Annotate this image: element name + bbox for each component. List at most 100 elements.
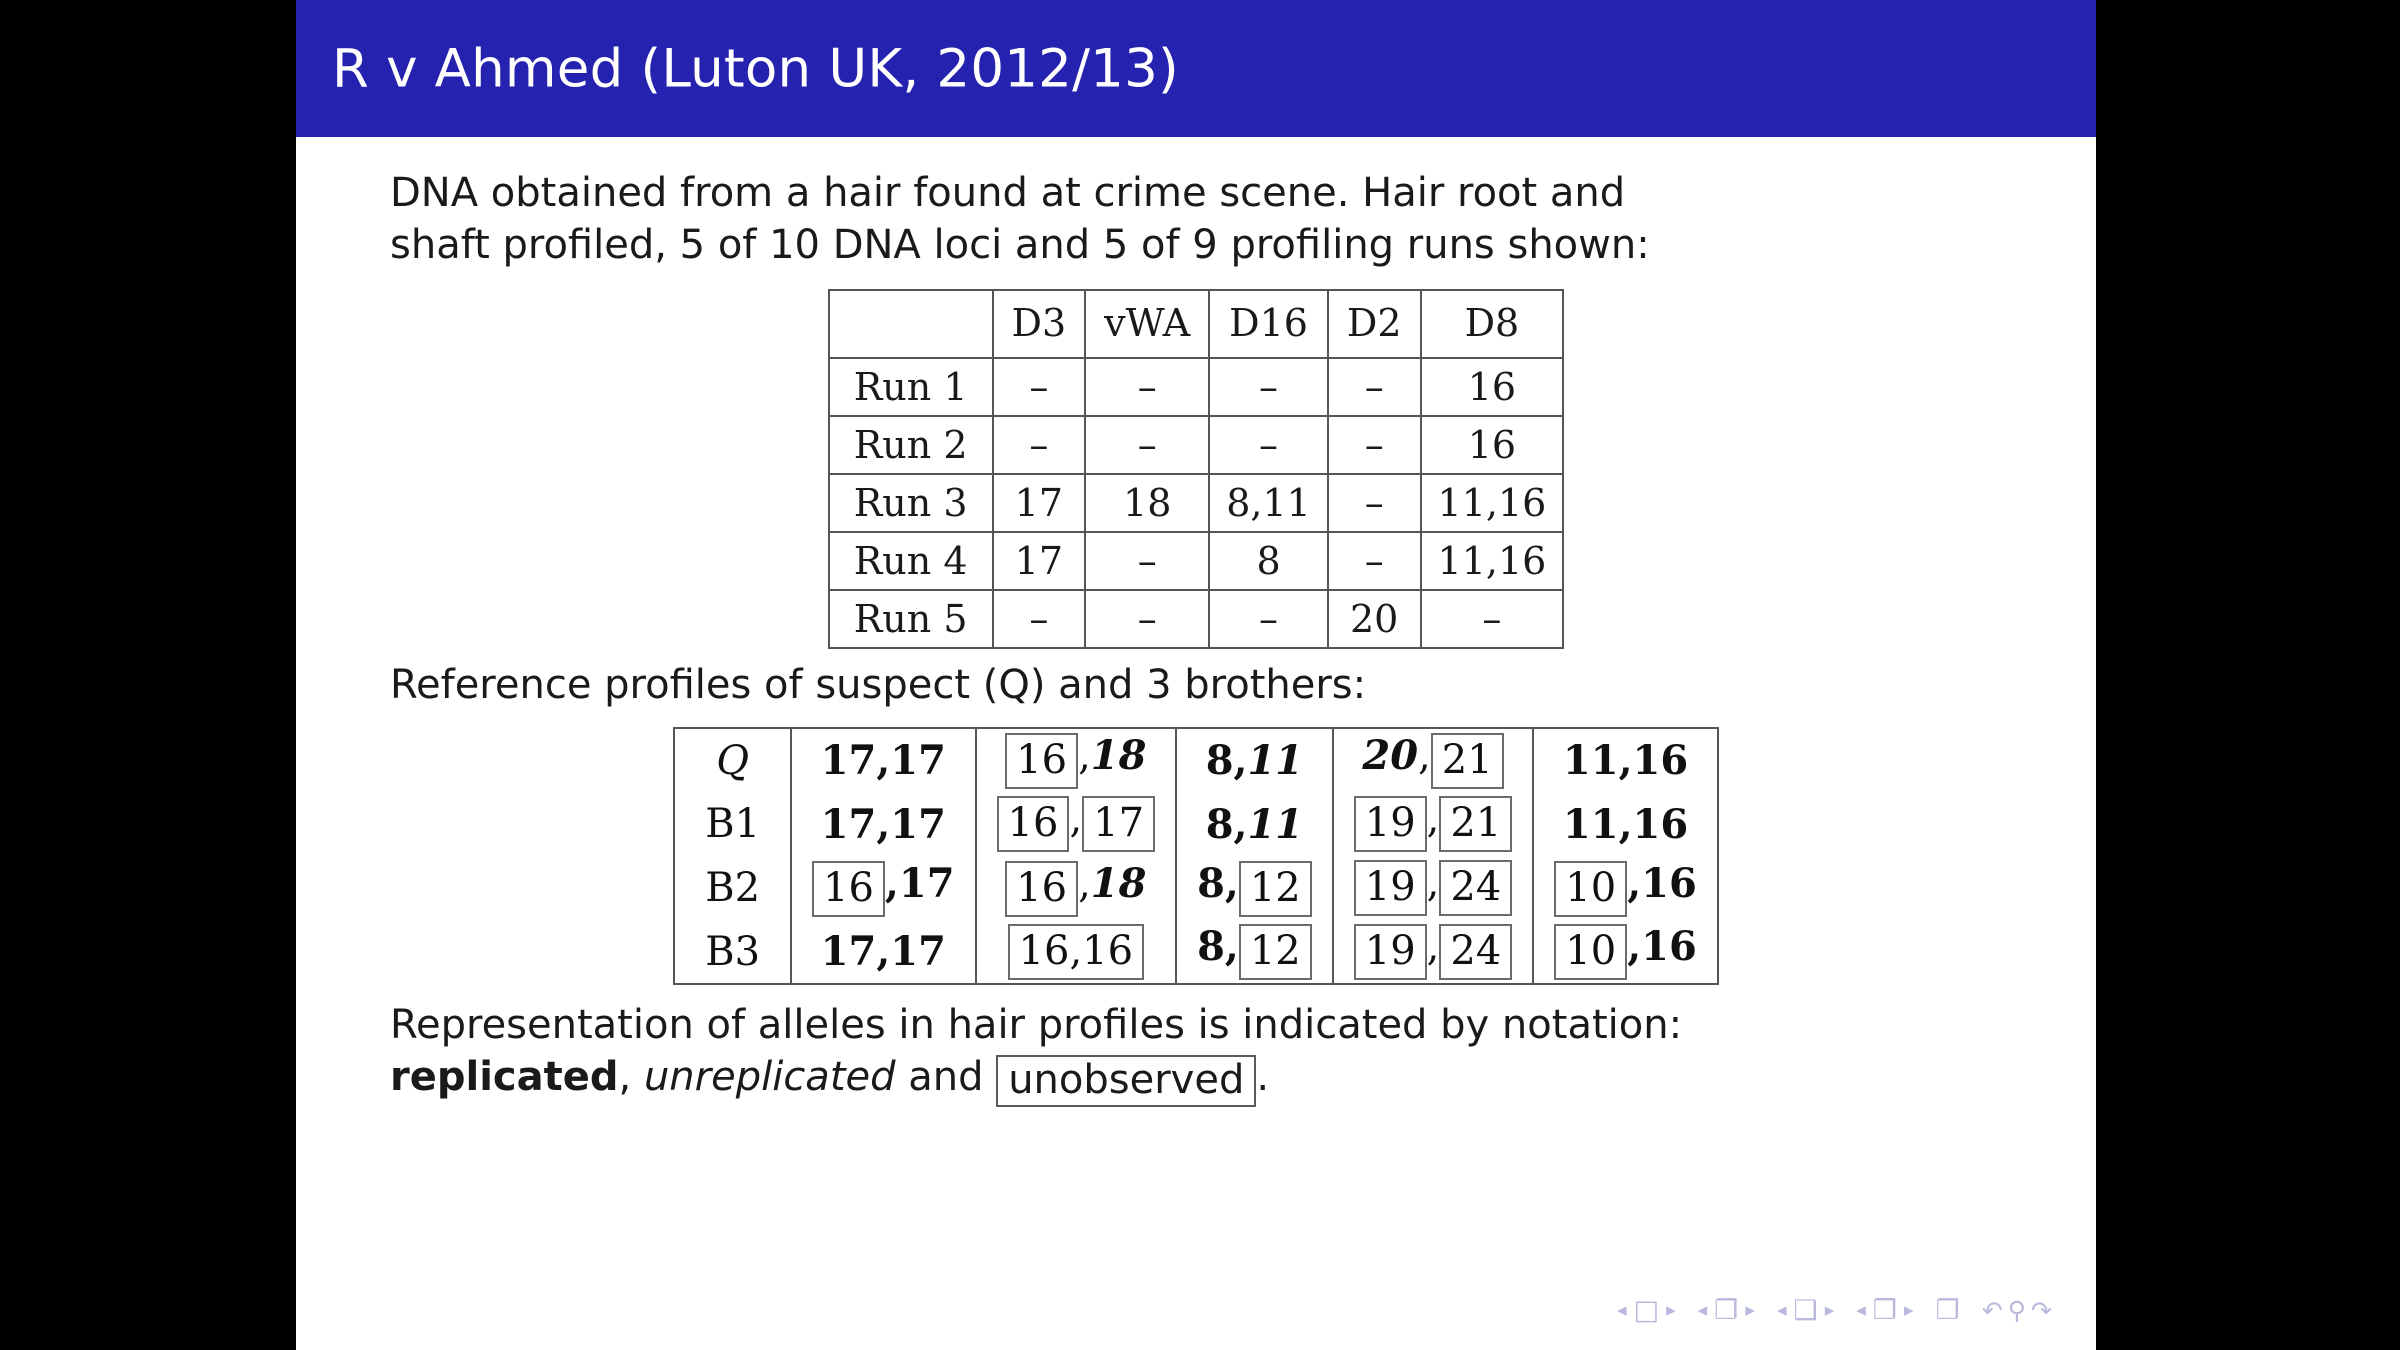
slide-nav[interactable]: ◂ □ ▸	[1617, 1297, 1676, 1324]
note-line-2: replicated, unreplicated and unobserved.	[390, 1051, 2032, 1107]
allele-b: 24	[1439, 923, 1513, 980]
intro-line-1: DNA obtained from a hair found at crime …	[390, 170, 1626, 216]
table-row: Run 2– – – –16	[827, 415, 1565, 475]
reference-locus-cell: 17,17	[790, 792, 977, 856]
legend-unobserved: unobserved	[996, 1055, 1257, 1107]
intro-paragraph: DNA obtained from a hair found at crime …	[296, 137, 2096, 271]
allele-separator: ,	[1418, 733, 1431, 779]
allele-a: 16	[1005, 733, 1079, 789]
allele-b: 17	[898, 859, 955, 907]
runs-cell: –	[1208, 415, 1329, 475]
chevron-right-icon[interactable]: ▸	[1824, 1299, 1835, 1321]
table-row: Run 4 17–8–11,16	[827, 531, 1565, 591]
reference-row-label: B3	[673, 920, 793, 985]
chevron-right-icon[interactable]: ▸	[1904, 1299, 1914, 1321]
allele-a: 8	[1197, 923, 1225, 970]
subsection-nav[interactable]: ◂ ❑ ▸	[1777, 1297, 1834, 1324]
allele-a: 19	[1353, 860, 1427, 916]
legend-unreplicated: unreplicated	[643, 1054, 896, 1100]
runs-cell: –	[1326, 531, 1422, 591]
reference-locus-cell: 19, 24	[1331, 920, 1535, 985]
reference-locus-cell: 16,18	[974, 727, 1178, 792]
reference-locus-cell: 17,17	[790, 727, 977, 792]
allele-pair: 16,16	[1007, 923, 1145, 980]
search-icon[interactable]: ⚲	[2007, 1296, 2027, 1325]
chevron-right-icon[interactable]: ▸	[1666, 1299, 1676, 1321]
runs-cell: 16	[1419, 357, 1565, 417]
allele-a: 17	[820, 800, 877, 848]
runs-cell: 8	[1208, 531, 1329, 591]
subsection-nav-icon[interactable]: ❑	[1793, 1295, 1818, 1326]
allele-separator: ,	[1627, 859, 1642, 907]
chevron-left-icon[interactable]: ◂	[1697, 1299, 1708, 1321]
runs-cell: –	[1326, 473, 1422, 533]
allele-a: 16	[812, 860, 885, 917]
chevron-left-icon[interactable]: ◂	[1856, 1299, 1866, 1321]
runs-cell: 16	[1419, 415, 1565, 475]
runs-cell: –	[991, 589, 1087, 649]
section-nav[interactable]: ◂ ❒ ▸	[1856, 1297, 1913, 1324]
allele-b: 21	[1439, 796, 1513, 852]
runs-cell: –	[1084, 415, 1211, 475]
runs-cell: 11,16	[1419, 531, 1565, 591]
runs-cell: 18	[1084, 473, 1211, 533]
allele-b: 17	[1082, 796, 1156, 852]
section-nav-icon[interactable]: ❒	[1872, 1295, 1898, 1326]
legend-replicated: replicated	[390, 1054, 619, 1100]
chevron-left-icon[interactable]: ◂	[1776, 1299, 1787, 1321]
allele-a: 17	[820, 928, 877, 975]
runs-column-header-d2: D2	[1326, 289, 1422, 359]
allele-separator: ,	[1233, 737, 1248, 784]
reference-locus-cell: 11,16	[1532, 727, 1719, 792]
chevron-right-icon[interactable]: ▸	[1745, 1299, 1755, 1321]
intro-line-2: shaft profiled, 5 of 10 DNA loci and 5 o…	[390, 222, 1650, 268]
beamer-navigation-bar[interactable]: ◂ □ ▸ ◂ ❐ ▸ ◂ ❑ ▸ ◂ ❒ ▸ ❐ ↶ ⚲ ↷	[1617, 1297, 2052, 1324]
runs-cell: 11,16	[1419, 473, 1565, 533]
allele-separator: ,	[1078, 733, 1091, 779]
legend-comma: ,	[618, 1054, 632, 1100]
allele-b: 12	[1238, 860, 1312, 917]
runs-table-body: Run 1– – – –16 Run 2– – – –16 Run 3 17 18 8,11–11,1…	[827, 357, 1565, 649]
runs-row-label: Run 5	[827, 589, 994, 649]
page-title: R v Ahmed (Luton UK, 2012/13)	[332, 38, 1179, 99]
runs-row-label: Run 3	[827, 473, 994, 533]
back-icon[interactable]: ↶	[1981, 1296, 2003, 1325]
runs-column-header-d16: D16	[1208, 289, 1329, 359]
reference-locus-cell: 11,16	[1532, 792, 1719, 856]
allele-b: 16	[1632, 800, 1689, 848]
allele-a: 8	[1197, 859, 1225, 907]
table-row: Run 1– – – –16	[827, 357, 1565, 417]
allele-a: 11	[1562, 737, 1619, 784]
frame-nav-icon[interactable]: ❐	[1714, 1295, 1739, 1326]
slide-nav-icon[interactable]: □	[1633, 1295, 1660, 1326]
runs-cell: –	[1084, 357, 1211, 417]
allele-b: 16	[1641, 859, 1697, 907]
document-nav-icon[interactable]: ❐	[1935, 1295, 1960, 1326]
presentation-slide: R v Ahmed (Luton UK, 2012/13) DNA obtain…	[296, 0, 2096, 1350]
reference-locus-cell: 20, 21	[1331, 727, 1535, 792]
legend-period: .	[1256, 1054, 1270, 1100]
runs-cell: –	[1084, 589, 1211, 649]
allele-b: 18	[1090, 859, 1147, 907]
allele-separator: ,	[876, 800, 891, 848]
reference-profiles-table: Q 17,17 16,18 8,11 20, 21 11,16 B1 17,17 16, 17 8,1…	[673, 727, 1719, 985]
allele-a: 10	[1554, 924, 1628, 980]
reference-locus-cell: 8, 12	[1175, 856, 1334, 920]
reference-heading: Reference profiles of suspect (Q) and 3 …	[296, 649, 2096, 711]
runs-cell: 17	[991, 473, 1087, 533]
reference-heading-text: Reference profiles of suspect (Q) and 3 …	[390, 662, 1367, 708]
reference-locus-cell: 16,18	[974, 856, 1178, 920]
reference-locus-cell: 19, 21	[1331, 792, 1535, 856]
forward-icon[interactable]: ↷	[2031, 1296, 2052, 1325]
allele-separator: ,	[876, 737, 891, 784]
table-row: B2 16,17 16,18 8, 12 19, 24 10,16	[673, 856, 1719, 920]
runs-row-label: Run 4	[827, 531, 994, 591]
frame-nav[interactable]: ◂ ❐ ▸	[1698, 1297, 1755, 1324]
allele-a: 16	[1005, 860, 1079, 917]
allele-separator: ,	[1224, 923, 1239, 970]
chevron-left-icon[interactable]: ◂	[1617, 1299, 1627, 1321]
runs-cell: –	[1326, 357, 1422, 417]
zoom-nav-group[interactable]: ↶ ⚲ ↷	[1982, 1298, 2052, 1323]
runs-row-label: Run 1	[827, 357, 994, 417]
runs-column-header-d8: D8	[1419, 289, 1565, 359]
